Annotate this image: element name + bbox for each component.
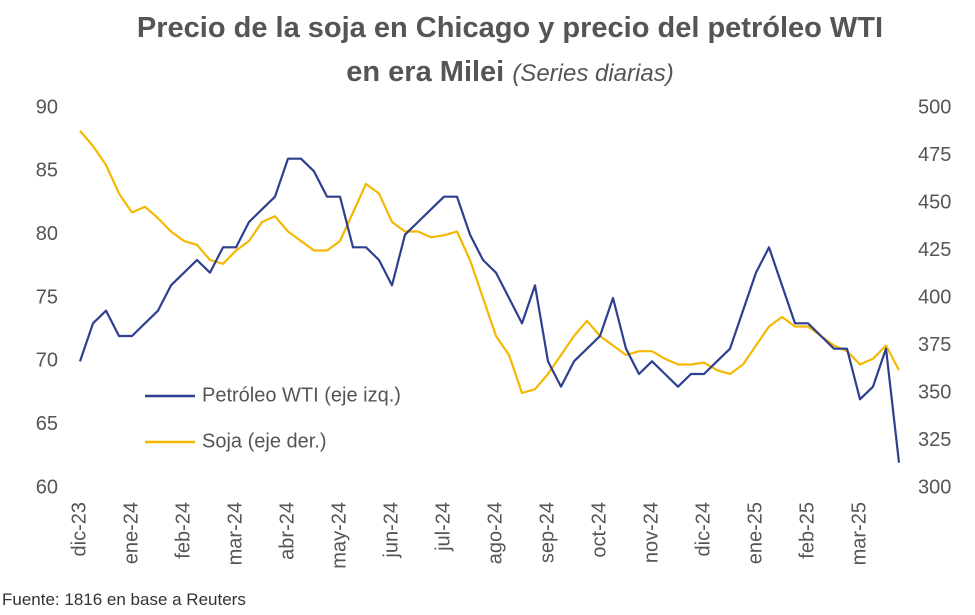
x-tick-label: mar-24 (224, 502, 246, 565)
y-tick-label: 75 (36, 286, 58, 308)
y-tick-label: 90 (36, 96, 58, 118)
x-tick-label: ago-24 (484, 502, 506, 564)
legend-label: Soja (eje der.) (202, 430, 327, 452)
series-line (78, 157, 901, 463)
y2-tick-label: 375 (918, 334, 951, 356)
x-tick-label: oct-24 (588, 502, 610, 558)
chart: 60 65 70 75 80 85 90 300 325 350 375 400 425 450 475 50… (36, 96, 952, 569)
x-tick-label: nov-24 (640, 502, 662, 563)
y-tick-label: 65 (36, 413, 58, 435)
x-tick-label: ene-25 (744, 502, 766, 564)
y-tick-label: 70 (36, 350, 58, 372)
y-tick-label: 85 (36, 160, 58, 182)
chart-subtitle: (Series diarias) (512, 60, 674, 87)
y2-tick-label: 425 (918, 239, 951, 261)
y2-tick-label: 400 (918, 286, 951, 308)
x-tick-label: jul-24 (432, 502, 454, 552)
y2-tick-label: 475 (918, 144, 951, 166)
y2-tick-label: 300 (918, 476, 951, 498)
x-tick-label: may-24 (328, 502, 350, 569)
source: Fuente: 1816 en base a Reuters (2, 590, 246, 609)
y2-tick-label: 450 (918, 191, 951, 213)
y-tick-label: 80 (36, 223, 58, 245)
y2-tick-label: 350 (918, 381, 951, 403)
x-tick-label: dic-24 (692, 502, 714, 556)
chart-title: Precio de la soja en Chicago y precio de… (136, 12, 884, 88)
x-tick-label: feb-24 (172, 502, 194, 559)
x-tick-label: jun-24 (380, 502, 402, 559)
y2-tick-label: 325 (918, 429, 951, 451)
chart-title-block: Precio de la soja en Chicago y precio de… (120, 6, 900, 96)
x-tick-label: abr-24 (276, 502, 298, 560)
legend-label: Petróleo WTI (eje izq.) (202, 384, 401, 406)
y2-tick-label: 500 (918, 96, 951, 118)
series-line (79, 130, 900, 395)
x-tick-label: ene-24 (120, 502, 142, 564)
x-tick-label: mar-25 (848, 502, 870, 565)
y-tick-label: 60 (36, 476, 58, 498)
x-tick-label: feb-25 (796, 502, 818, 559)
x-tick-label: sep-24 (536, 502, 558, 563)
x-tick-label: dic-23 (68, 502, 90, 556)
